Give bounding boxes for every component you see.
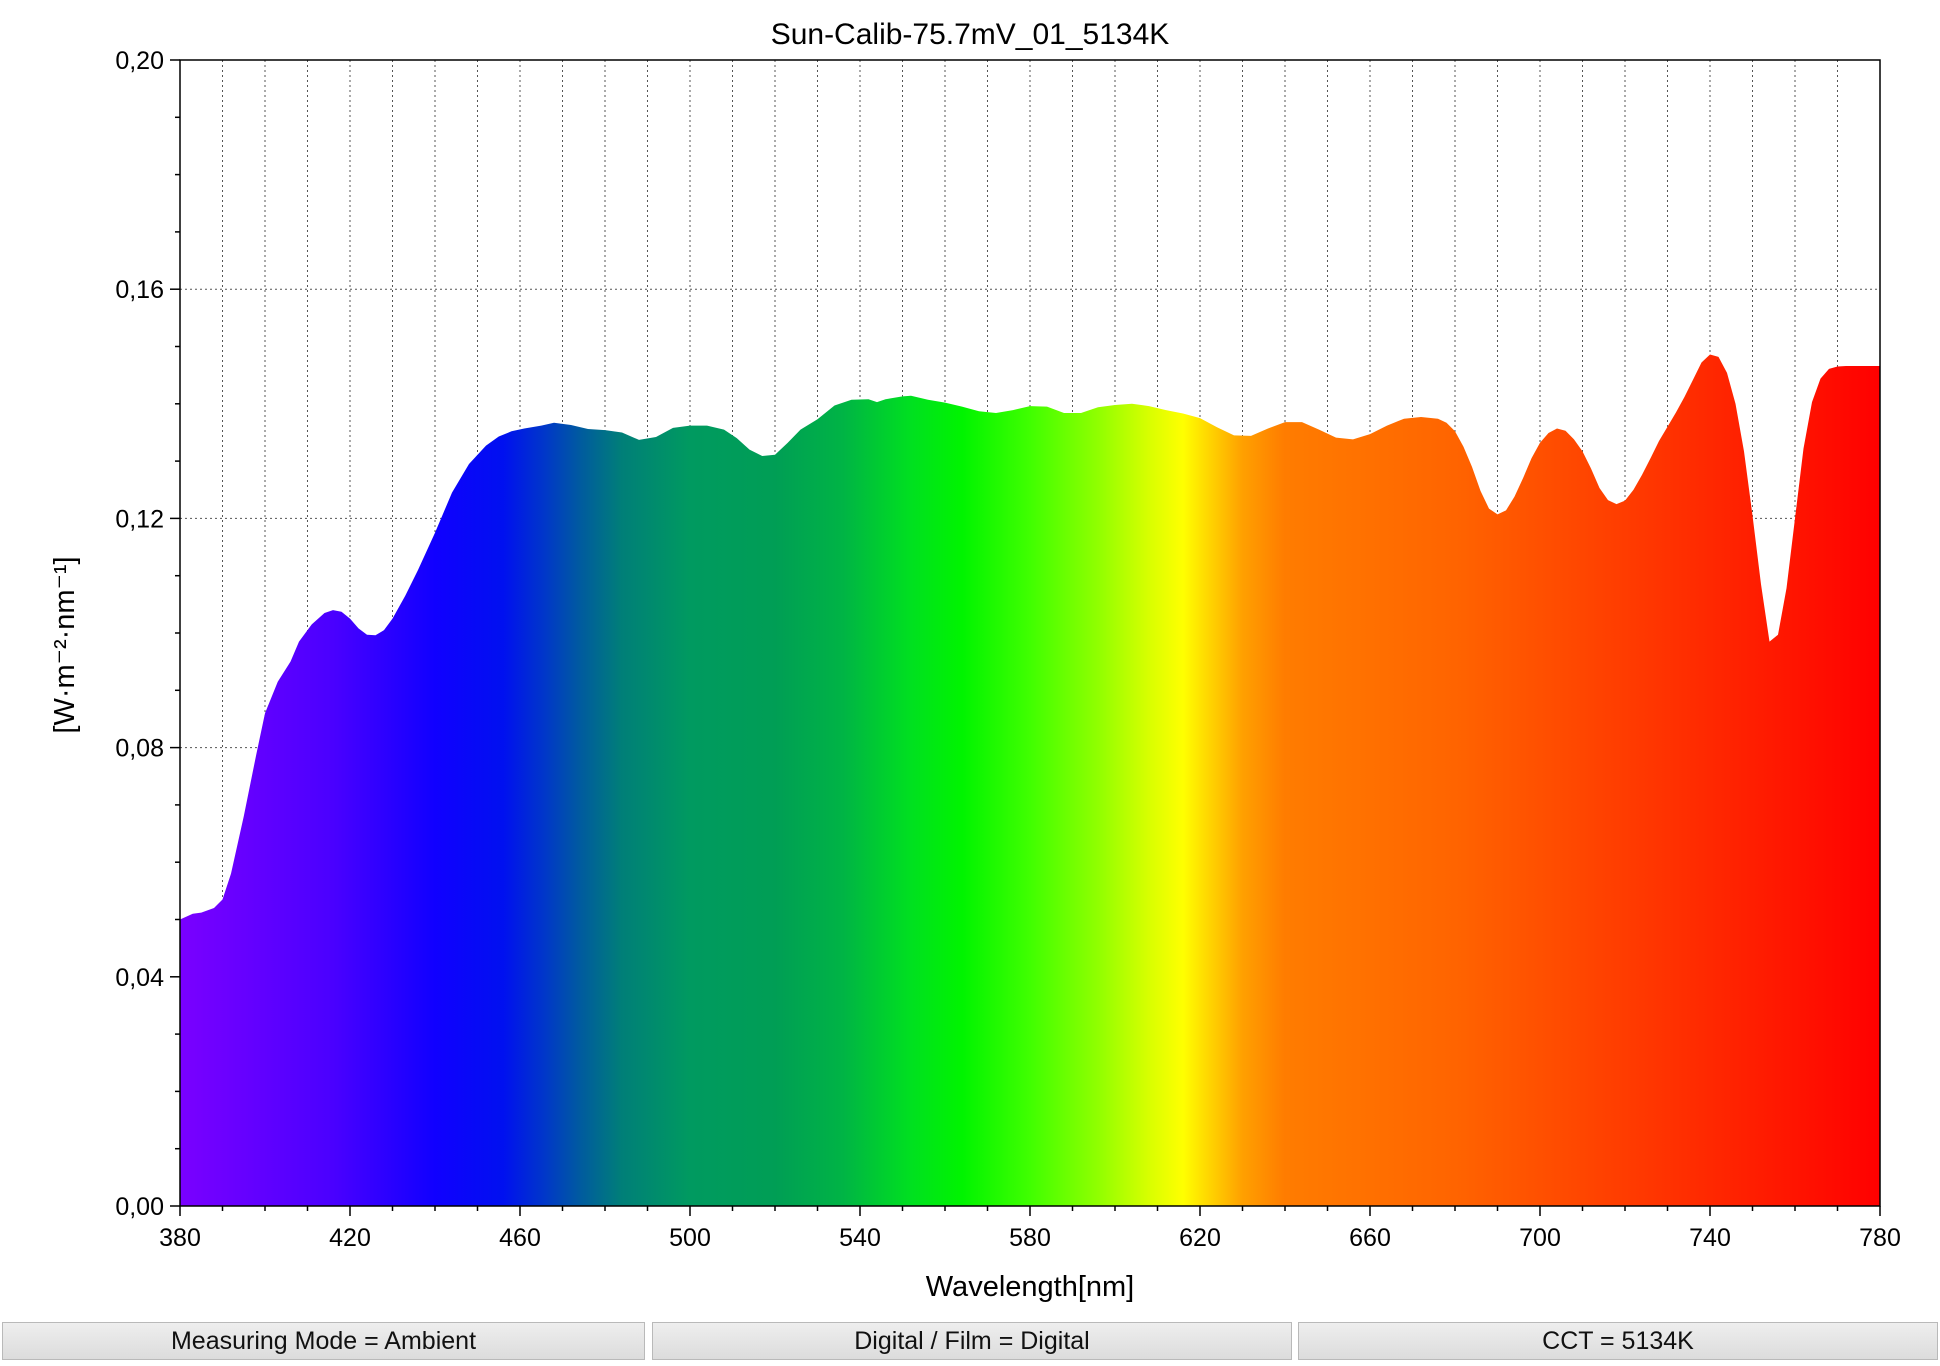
x-tick-label: 580	[1009, 1224, 1051, 1252]
axes	[170, 59, 1881, 1216]
x-tick-label: 380	[159, 1224, 201, 1252]
x-tick-label: 500	[669, 1224, 711, 1252]
x-tick-label: 540	[839, 1224, 881, 1252]
status-cct-label: CCT = 5134K	[1542, 1326, 1694, 1355]
status-digital-film: Digital / Film = Digital	[652, 1322, 1292, 1360]
x-tick-labels: 380 420 460 500 540 580 620 660 700 740 780	[159, 1224, 1901, 1252]
y-tick-label: 0,20	[115, 47, 164, 75]
x-tick-label: 740	[1689, 1224, 1731, 1252]
status-measuring-mode: Measuring Mode = Ambient	[2, 1322, 645, 1360]
y-tick-label: 0,08	[115, 735, 164, 763]
y-tick-label: 0,00	[115, 1193, 164, 1221]
x-tick-label: 620	[1179, 1224, 1221, 1252]
x-tick-label: 420	[329, 1224, 371, 1252]
y-tick-label: 0,16	[115, 276, 164, 304]
status-bar: Measuring Mode = Ambient Digital / Film …	[0, 1318, 1940, 1360]
x-tick-label: 780	[1859, 1224, 1901, 1252]
y-tick-label: 0,04	[115, 964, 164, 992]
x-tick-label: 660	[1349, 1224, 1391, 1252]
spectrum-area	[180, 354, 1880, 1207]
status-cct: CCT = 5134K	[1298, 1322, 1938, 1360]
x-axis-label: Wavelength[nm]	[926, 1271, 1134, 1303]
y-tick-label: 0,12	[115, 505, 164, 533]
y-axis-label: [W·m⁻²·nm⁻¹]	[49, 556, 81, 733]
status-digital-film-label: Digital / Film = Digital	[854, 1326, 1090, 1355]
y-tick-labels: 0,00 0,04 0,08 0,12 0,16 0,20	[115, 47, 164, 1221]
x-tick-label: 700	[1519, 1224, 1561, 1252]
x-tick-label: 460	[499, 1224, 541, 1252]
status-measuring-mode-label: Measuring Mode = Ambient	[170, 1326, 477, 1355]
spectrum-area-layer	[180, 354, 1880, 1207]
chart-title: Sun-Calib-75.7mV_01_5134K	[771, 18, 1170, 51]
